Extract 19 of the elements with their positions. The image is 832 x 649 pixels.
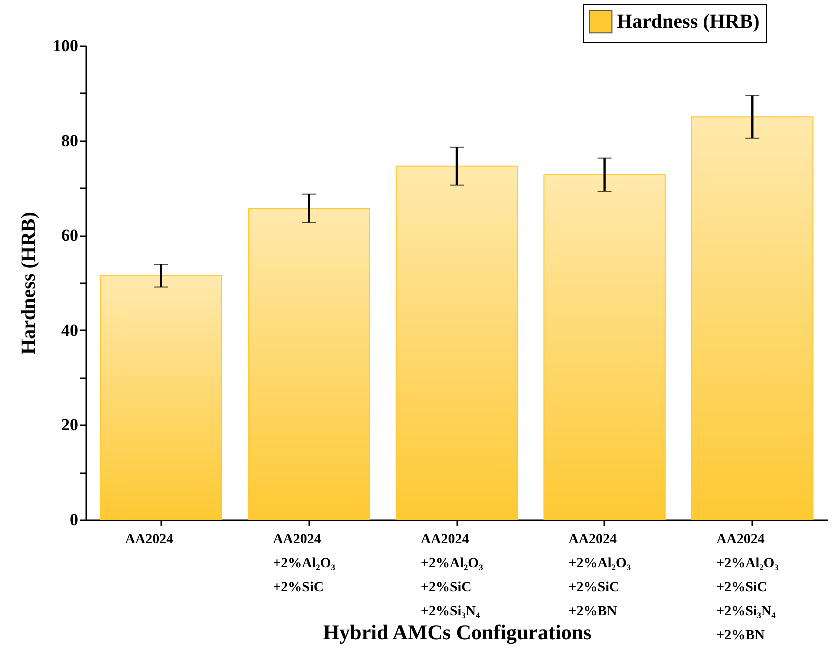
y-tick-label: 0 (70, 510, 78, 530)
x-tick-label: AA2024 (125, 532, 174, 548)
x-tick-label: AA2024 +2%Al₂O₃ +2%SiC +2%Si₃N₄ +2%BN (716, 532, 779, 644)
x-tick-label: AA2024 +2%Al₂O₃ +2%SiC +2%Si₃N₄ (421, 532, 484, 620)
y-tick-label: 60 (62, 226, 78, 246)
x-tick-label: AA2024 +2%Al₂O₃ +2%SiC +2%BN (568, 532, 632, 620)
y-tick-label: 20 (62, 416, 78, 435)
x-axis-title: Hybrid AMCs Configurations (323, 620, 592, 644)
bar (692, 116, 814, 520)
x-tick-label: AA2024 +2%Al₂O₃ +2%SiC (273, 532, 336, 596)
bar (544, 174, 666, 520)
y-tick-label: 80 (62, 131, 78, 150)
y-axis-title: Hardness (HRB) (18, 212, 40, 355)
bar (248, 208, 370, 520)
y-tick-label: 40 (62, 320, 78, 340)
legend-label: Hardness (HRB) (617, 11, 760, 33)
bar (396, 166, 518, 520)
bar (100, 275, 222, 520)
y-tick-label: 100 (53, 36, 78, 56)
